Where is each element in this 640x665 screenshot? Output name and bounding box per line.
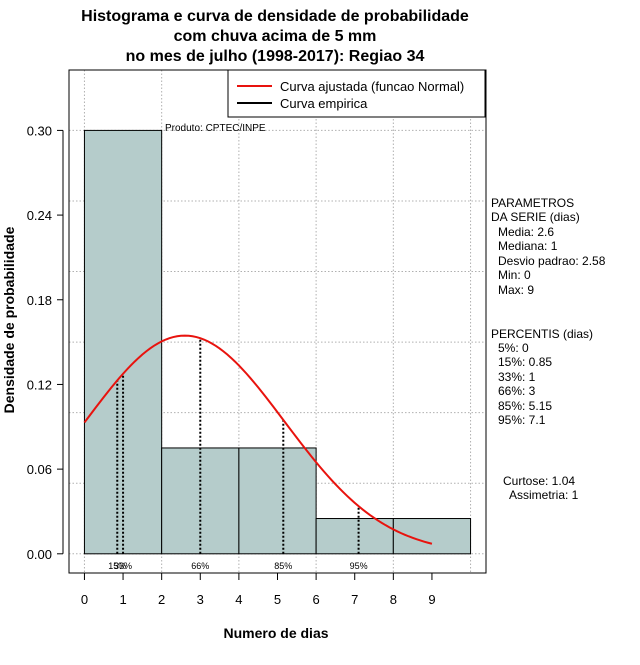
- x-tick-label: 8: [390, 592, 397, 607]
- y-tick-label: 0.06: [27, 462, 52, 477]
- percentile-marker-label: 15%: [108, 561, 126, 571]
- stat-max: Max: 9: [498, 283, 534, 297]
- histogram-bars: [83, 129, 472, 555]
- x-axis: 0 1 2 3 4 5 6 7 8 9: [81, 572, 436, 607]
- histogram-bar: [238, 447, 317, 555]
- x-tick-label: 0: [81, 592, 88, 607]
- y-axis: 0.00 0.06 0.12 0.18 0.24 0.30: [27, 123, 64, 562]
- series-parameters-panel: PARAMETROS DA SERIE (dias) Media: 2.6 Me…: [491, 196, 606, 297]
- fitted-normal-curve: [83, 334, 433, 545]
- x-tick-label: 3: [197, 592, 204, 607]
- percentile-33: 33%: 1: [498, 370, 536, 384]
- x-tick-label: 7: [351, 592, 358, 607]
- shape-panel: Curtose: 1.04 Assimetria: 1: [503, 474, 579, 502]
- x-tick-label: 9: [428, 592, 435, 607]
- stat-median: Mediana: 1: [498, 239, 558, 253]
- x-axis-label: Numero de dias: [223, 625, 328, 641]
- x-tick-label: 5: [274, 592, 281, 607]
- x-tick-label: 1: [119, 592, 126, 607]
- percentile-15: 15%: 0.85: [498, 355, 552, 369]
- percentile-95: 95%: 7.1: [498, 413, 546, 427]
- stat-sd: Desvio padrao: 2.58: [498, 254, 606, 268]
- parameters-header-1: PARAMETROS: [491, 196, 574, 210]
- histogram-bar: [392, 518, 472, 555]
- percentile-marker-label: 66%: [191, 561, 209, 571]
- percentile-marker-label: 85%: [274, 561, 292, 571]
- histogram-bar: [315, 518, 394, 555]
- percentile-marker-label: 33%: [114, 561, 132, 571]
- percentile-labels: 15%33% 66% 85% 95%: [108, 561, 367, 571]
- percentile-85: 85%: 5.15: [498, 399, 552, 413]
- percentile-5: 5%: 0: [498, 341, 529, 355]
- y-tick-label: 0.12: [27, 377, 52, 392]
- x-tick-label: 4: [235, 592, 242, 607]
- chart-title-line-1: Histograma e curva de densidade de proba…: [81, 8, 469, 25]
- y-tick-label: 0.00: [27, 547, 52, 562]
- percentile-markers: [116, 338, 360, 554]
- legend-label-empirical: Curva empirica: [280, 96, 368, 111]
- chart-title-line-2: com chuva acima de 5 mm: [174, 28, 377, 45]
- stat-mean: Media: 2.6: [498, 225, 554, 239]
- chart-title-line-3: no mes de julho (1998-2017): Regiao 34: [126, 48, 425, 65]
- product-annotation: Produto: CPTEC/INPE: [165, 123, 266, 134]
- histogram-bar: [83, 129, 163, 555]
- y-axis-label: Densidade de probabilidade: [1, 226, 17, 413]
- y-tick-label: 0.30: [27, 123, 52, 138]
- y-tick-label: 0.18: [27, 293, 52, 308]
- stat-kurtosis: Curtose: 1.04: [503, 474, 575, 488]
- legend-label-fit: Curva ajustada (funcao Normal): [280, 79, 464, 94]
- percentile-66: 66%: 3: [498, 384, 536, 398]
- legend: Curva ajustada (funcao Normal) Curva emp…: [227, 69, 486, 118]
- stat-skewness: Assimetria: 1: [509, 488, 579, 502]
- y-tick-label: 0.24: [27, 208, 52, 223]
- percentiles-panel: PERCENTIS (dias) 5%: 0 15%: 0.85 33%: 1 …: [491, 327, 593, 427]
- x-tick-label: 2: [158, 592, 165, 607]
- percentiles-header: PERCENTIS (dias): [491, 327, 593, 341]
- stat-min: Min: 0: [498, 268, 531, 282]
- percentile-marker-label: 95%: [350, 561, 368, 571]
- x-tick-label: 6: [312, 592, 319, 607]
- parameters-header-2: DA SERIE (dias): [491, 210, 580, 224]
- legend-box: [227, 69, 486, 118]
